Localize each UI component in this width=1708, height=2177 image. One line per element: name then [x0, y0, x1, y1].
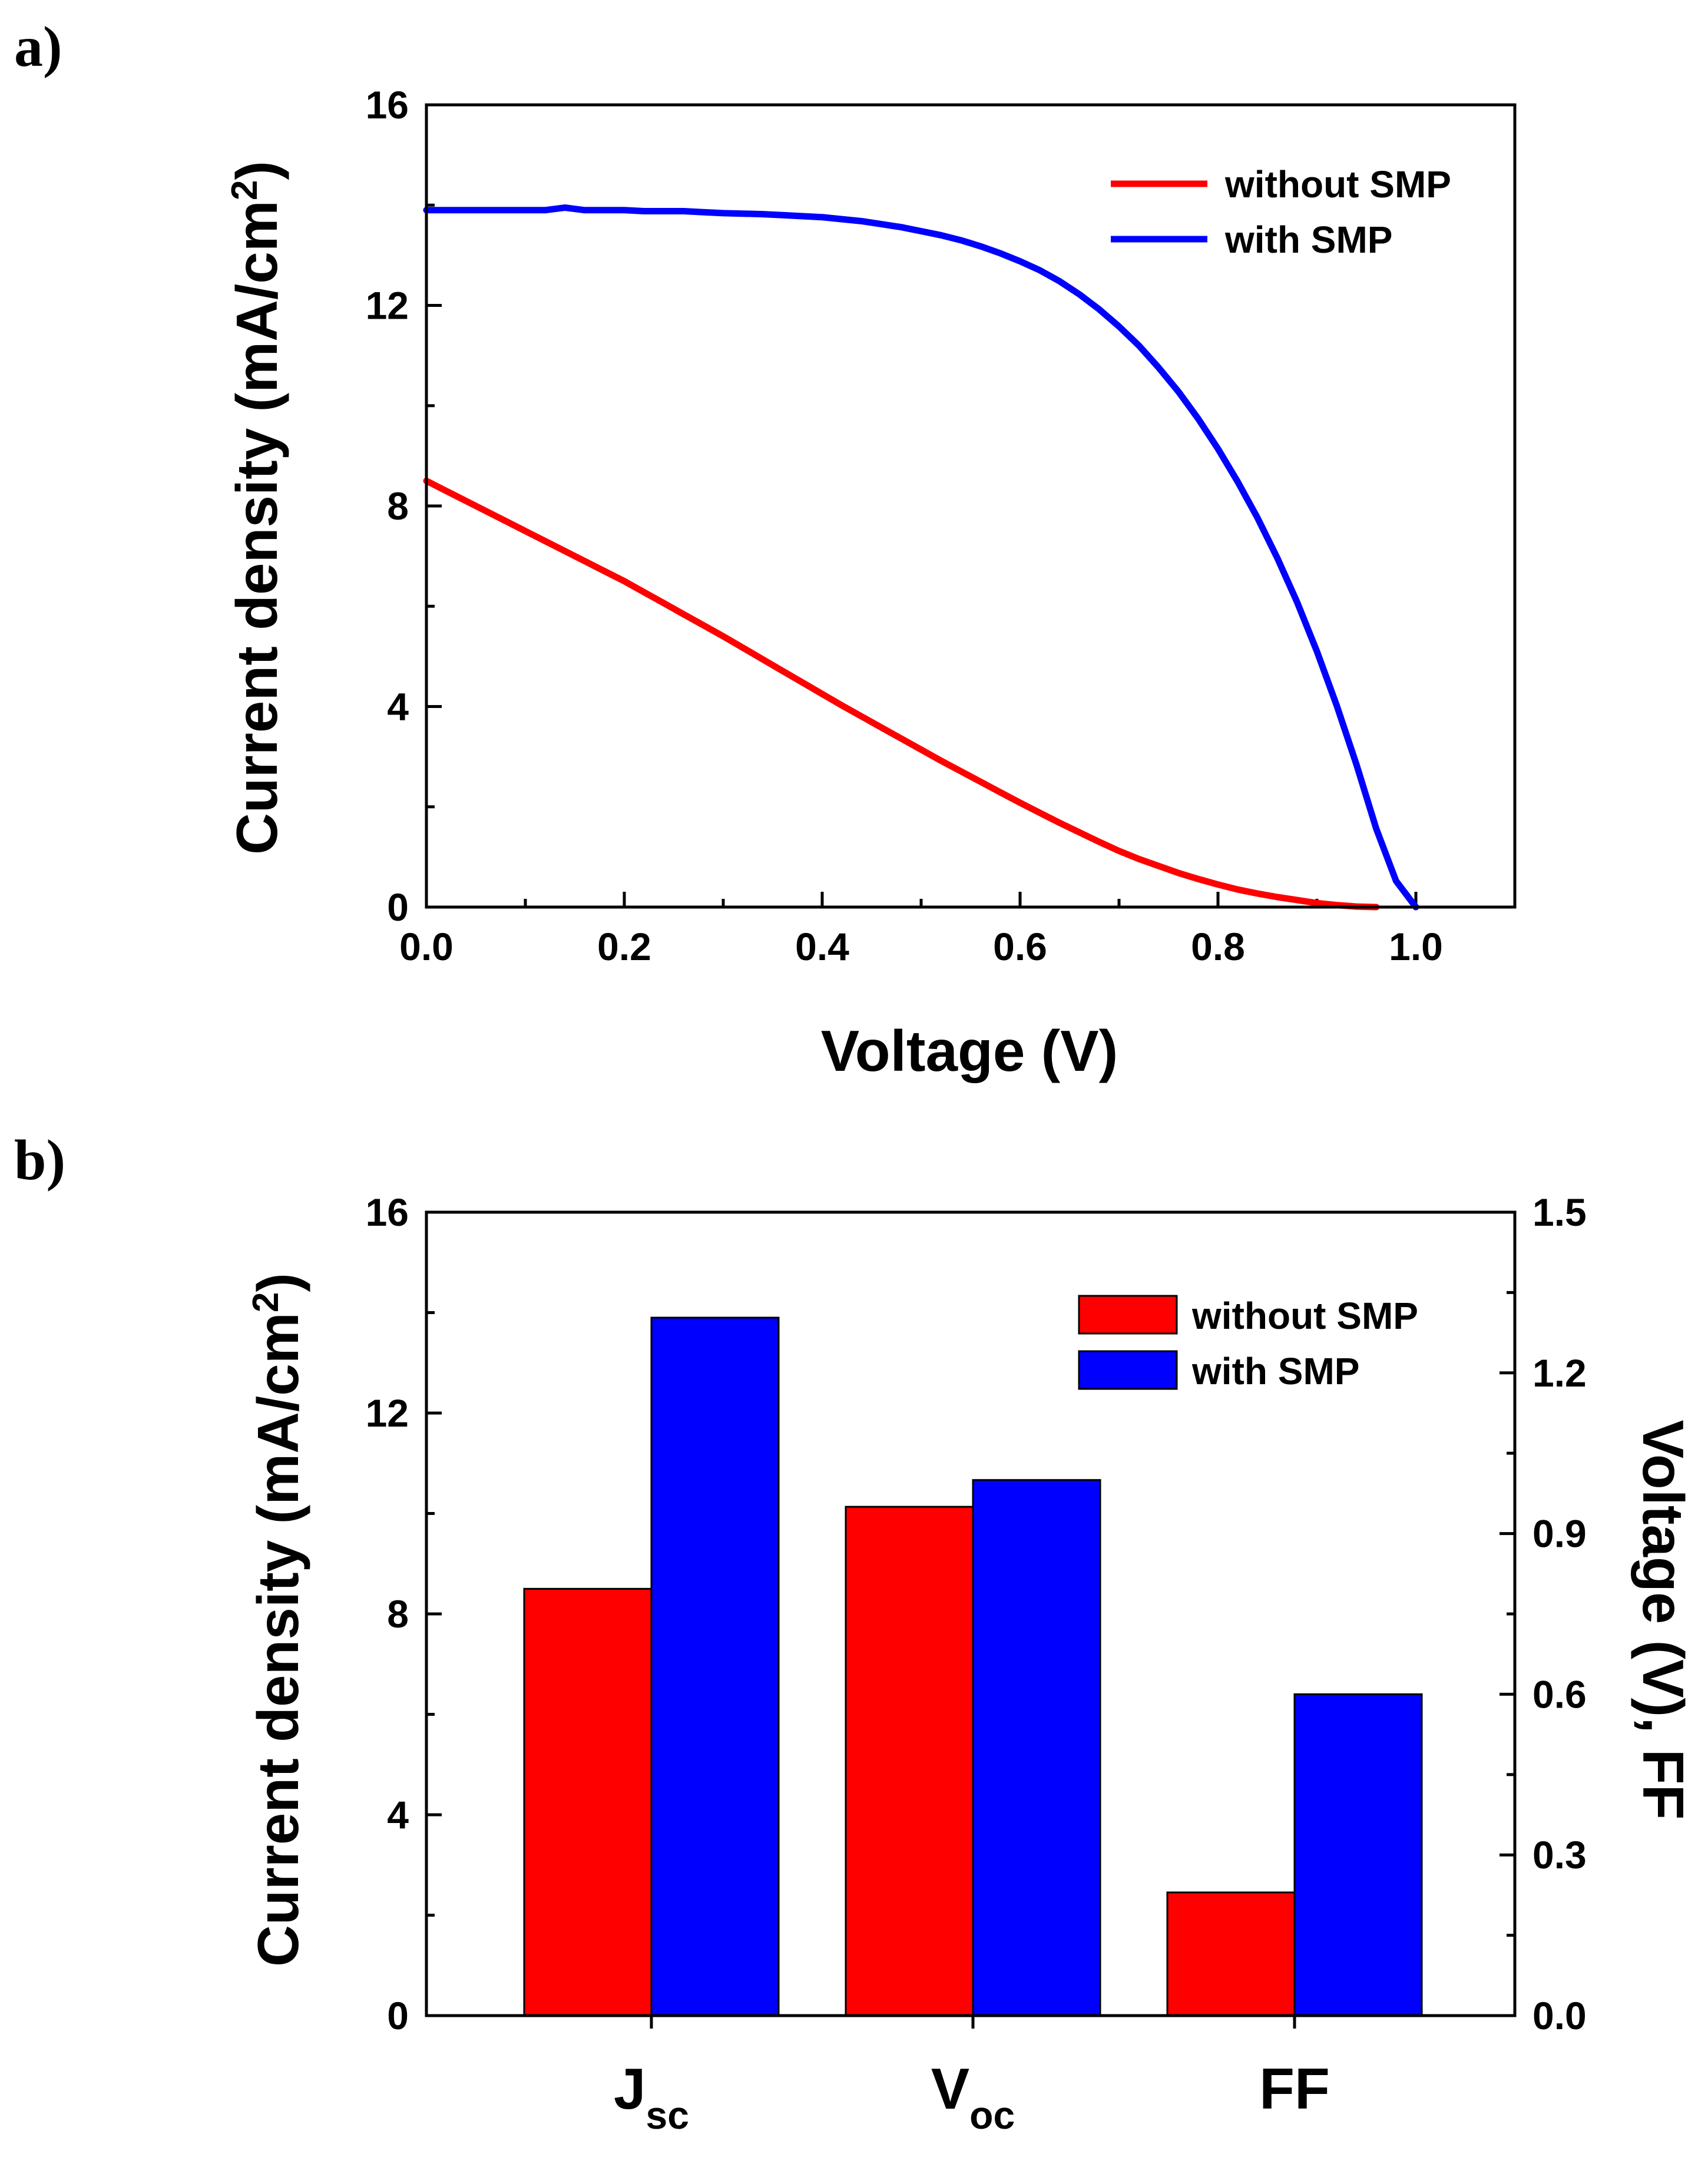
panel-a-ylabel-main: Current density (mA/cm — [224, 200, 289, 855]
panel-b-ylabel-right: Voltage (V), FF — [1631, 1420, 1696, 1820]
panel-b-left-axis-title: Current density (mA/cm2) — [246, 1273, 311, 1967]
panel-b-right-ytick-label: 0.3 — [1532, 1833, 1587, 1877]
panel-a-xtick-label: 0.4 — [795, 925, 849, 968]
panel-b-plot: 0 4 8 12 16 0.0 0.3 0.6 0.9 1.2 1.5 Jsc Voc FF — [366, 1190, 1587, 2137]
panel-a-y-axis-title: Current density (mA/cm2) — [224, 161, 290, 855]
panel-a-xtick-label: 0.8 — [1191, 925, 1245, 968]
panel-b-category-label: Jsc — [614, 2056, 689, 2137]
panel-b-bar-without-smp — [845, 1506, 974, 2017]
panel-a-frame — [425, 103, 1517, 909]
panel-b-bar-with-smp — [972, 1479, 1101, 2017]
panel-b-frame — [425, 1210, 1517, 2017]
panel-b-legend: without SMP with SMP — [1078, 1295, 1418, 1392]
panel-b-legend-swatch — [1078, 1350, 1178, 1390]
panel-a-xtick-label: 0.6 — [993, 925, 1047, 968]
panel-b-legend-swatch — [1078, 1295, 1178, 1335]
panel-a-series-line-with-smp — [423, 204, 1419, 911]
panel-b-left-ytick-label: 8 — [387, 1592, 409, 1636]
panel-a-ytick-label: 16 — [366, 83, 409, 127]
panel-b-right-axis-title: Voltage (V), FF — [1631, 1420, 1696, 1820]
panel-b-right-ytick-label: 0.9 — [1532, 1512, 1587, 1556]
panel-a-ytick-label: 0 — [387, 885, 409, 929]
panel-b-left-ytick-label: 12 — [366, 1391, 409, 1435]
panel-b-right-ytick-label: 1.5 — [1532, 1190, 1587, 1234]
panel-a-xtick-label: 0.0 — [399, 925, 454, 968]
panel-a-ytick-label: 8 — [387, 484, 409, 528]
panel-a-xtick-label: 1.0 — [1389, 925, 1443, 968]
panel-b-left-ytick-label: 4 — [387, 1793, 409, 1837]
panel-b-left-ytick-label: 16 — [366, 1190, 409, 1234]
svg-text:Current density (mA/cm2): Current density (mA/cm2) — [224, 161, 290, 855]
panel-b-ylabel-sup: 2 — [246, 1292, 286, 1312]
panel-b-legend-label: without SMP — [1191, 1295, 1418, 1337]
panel-a-series-line-without-smp — [423, 477, 1380, 911]
panel-a-ylabel-end: ) — [224, 161, 289, 180]
panel-b-ylabel-main: Current density (mA/cm — [246, 1312, 310, 1967]
panel-a-ytick-label: 4 — [387, 685, 409, 729]
panel-b-category-label: FF — [1259, 2056, 1330, 2121]
panel-b-bar-with-smp — [1293, 1693, 1423, 2017]
panel-a-x-axis-title: Voltage (V) — [821, 1018, 1118, 1083]
panel-b-bar-without-smp — [523, 1587, 653, 2017]
panel-b-bar-with-smp — [650, 1316, 780, 2017]
svg-text:Current density (mA/cm2): Current density (mA/cm2) — [246, 1273, 311, 1967]
panel-a-legend-label: without SMP — [1224, 163, 1451, 206]
panel-a-xtick-label: 0.2 — [597, 925, 651, 968]
panel-b-right-ytick-label: 1.2 — [1532, 1351, 1587, 1395]
panel-b-ylabel-end: ) — [246, 1273, 310, 1292]
panel-b-left-ytick-label: 0 — [387, 1994, 409, 2037]
panel-b-right-ytick-label: 0.6 — [1532, 1672, 1587, 1716]
panel-b-category-label: Voc — [931, 2056, 1015, 2137]
panel-b-right-ytick-label: 0.0 — [1532, 1994, 1587, 2037]
panel-b-bar-without-smp — [1166, 1891, 1296, 2017]
panel-a-label: a) — [14, 15, 62, 79]
panel-a-legend: without SMP with SMP — [1111, 163, 1451, 261]
panel-a-ytick-label: 12 — [366, 284, 409, 327]
panel-a-plot: 0 4 8 12 16 0.0 0.2 0.4 0.6 0.8 1.0 — [366, 83, 1517, 968]
panel-b-label: b) — [14, 1129, 65, 1192]
panel-a-ylabel-sup: 2 — [224, 180, 265, 200]
panel-b-legend-label: with SMP — [1191, 1350, 1359, 1392]
panel-a-legend-label: with SMP — [1224, 219, 1392, 261]
